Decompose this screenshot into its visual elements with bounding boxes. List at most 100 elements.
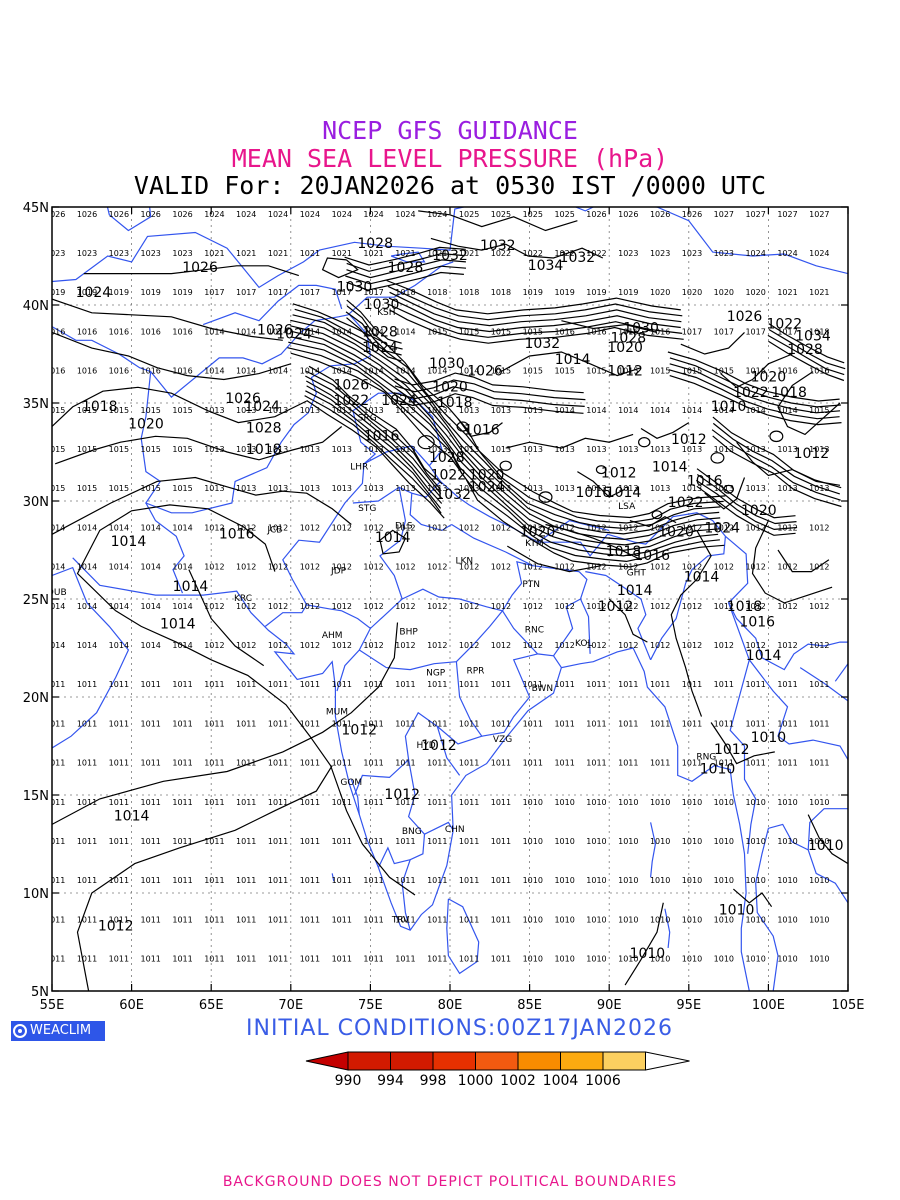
gridpoint-value: 1015: [491, 367, 511, 376]
gridpoint-value: 1011: [332, 680, 352, 689]
gridpoint-value: 1013: [777, 445, 797, 454]
gridpoint-value: 1010: [745, 876, 765, 885]
gridpoint-value: 1010: [586, 955, 606, 964]
gridpoint-value: 1011: [332, 876, 352, 885]
gridpoint-value: 1011: [45, 876, 65, 885]
gridpoint-value: 1011: [45, 680, 65, 689]
isobar-label: 1010: [711, 399, 747, 415]
gridpoint-value: 1012: [523, 602, 543, 611]
gridpoint-value: 1010: [777, 915, 797, 924]
isobar-label: 1014: [173, 579, 209, 595]
isobar-line: [389, 309, 684, 344]
gridpoint-value: 1012: [300, 523, 320, 532]
gridpoint-value: 1011: [332, 837, 352, 846]
gridpoint-value: 1021: [809, 288, 829, 297]
isobar-label: 1016: [464, 422, 500, 438]
gridpoint-value: 1011: [236, 955, 256, 964]
gridpoint-value: 1012: [586, 641, 606, 650]
gridpoint-value: 1011: [77, 915, 97, 924]
station-labels: KSH SRG LHR STG DLS JCB JDP LKN PTN KTM GHT LSA KRC D…: [52, 308, 716, 926]
gridpoint-value: 1019: [45, 288, 65, 297]
gridpoint-value: 1011: [714, 759, 734, 768]
gridpoint-value: 1013: [714, 484, 734, 493]
gridpoint-value: 1012: [236, 641, 256, 650]
lat-tick-label: 35N: [23, 397, 49, 412]
isobar-label: 1010: [700, 762, 736, 778]
gridpoint-value: 1011: [363, 680, 383, 689]
isobar-label: 1018: [606, 544, 642, 560]
gridpoint-value: 1016: [172, 367, 192, 376]
gridpoint-value: 1012: [586, 523, 606, 532]
gridpoint-value: 1012: [777, 602, 797, 611]
isobar-line: [393, 386, 585, 407]
gridpoint-value: 1010: [682, 955, 702, 964]
gridpoint-value: 1012: [682, 523, 702, 532]
isobar-label: 1016: [219, 526, 255, 542]
isobar-line: [346, 299, 402, 344]
gridpoint-value: 1016: [777, 367, 797, 376]
gridpoint-value: 1010: [650, 955, 670, 964]
isobar-label: 1016: [364, 428, 400, 444]
gridpoint-value: 1012: [491, 641, 511, 650]
colorbar-label: 1002: [500, 1073, 536, 1089]
gridpoint-value: 1021: [395, 249, 415, 258]
gridpoint-value: 1011: [395, 915, 415, 924]
gridpoint-value: 1011: [172, 680, 192, 689]
station-srg: SRG: [358, 414, 377, 424]
gridpoint-value: 1011: [109, 719, 129, 728]
gridpoint-value: 1015: [172, 445, 192, 454]
gridpoint-value: 1021: [427, 249, 447, 258]
gridpoint-value: 1011: [363, 798, 383, 807]
gridpoint-value: 1012: [650, 602, 670, 611]
gridpoint-value: 1011: [459, 680, 479, 689]
station-ght: GHT: [627, 568, 647, 578]
gridpoint-value: 1026: [618, 210, 638, 219]
isobar-line: [695, 479, 798, 531]
gridpoint-value: 1013: [300, 484, 320, 493]
isobar-line: [290, 319, 720, 535]
gridpoint-value: 1012: [618, 523, 638, 532]
gridpoint-value: 1015: [714, 367, 734, 376]
gridpoint-value: 1012: [491, 563, 511, 572]
gridpoint-value: 1010: [682, 798, 702, 807]
isobar-line: [346, 252, 465, 272]
gridpoint-value: 1016: [109, 367, 129, 376]
gridpoint-value: 1015: [491, 327, 511, 336]
gridpoint-value: 1010: [714, 955, 734, 964]
gridpoint-value: 1011: [109, 680, 129, 689]
isobar-label: 1010: [630, 946, 666, 962]
isobar-label: 1032: [525, 336, 561, 352]
gridpoint-value: 1013: [300, 406, 320, 415]
isobar-line: [668, 369, 840, 420]
isobar-label: 1028: [388, 260, 424, 276]
isobar-label: 1016: [739, 615, 775, 631]
colorbar-label: 994: [377, 1073, 404, 1089]
gridpoint-value: 1011: [459, 759, 479, 768]
isobar-label: 1020: [128, 417, 164, 433]
station-rnc: RNC: [525, 625, 544, 635]
isobar-line: [670, 530, 712, 717]
gridpoint-value: 1015: [459, 327, 479, 336]
gridpoint-value: 1013: [204, 406, 224, 415]
isobar-label: 1028: [787, 342, 823, 358]
gridpoint-value: 1013: [682, 445, 702, 454]
gridpoint-value: 1011: [45, 915, 65, 924]
gridpoint-value: 1017: [236, 288, 256, 297]
isobar-label: 1012: [384, 787, 420, 803]
isobar-label: 1014: [617, 583, 653, 599]
lat-tick-label: 25N: [23, 593, 49, 608]
gridpoint-value: 1012: [332, 641, 352, 650]
gridpoint-value: 1012: [332, 563, 352, 572]
gridpoint-value: 1010: [714, 798, 734, 807]
gridpoint-value: 1011: [395, 759, 415, 768]
isobar-line: [294, 308, 724, 524]
isobar-label: 1030: [623, 321, 659, 337]
coastlines-and-boundaries: [52, 207, 848, 991]
gridpoint-value: 1015: [45, 406, 65, 415]
isobar-label: 1028: [362, 324, 398, 340]
lat-tick-label: 30N: [23, 495, 49, 510]
isobar-line: [287, 347, 720, 563]
isobar-line: [505, 433, 634, 449]
gridpoint-value: 1014: [586, 406, 606, 415]
gridpoint-value: 1014: [427, 367, 447, 376]
